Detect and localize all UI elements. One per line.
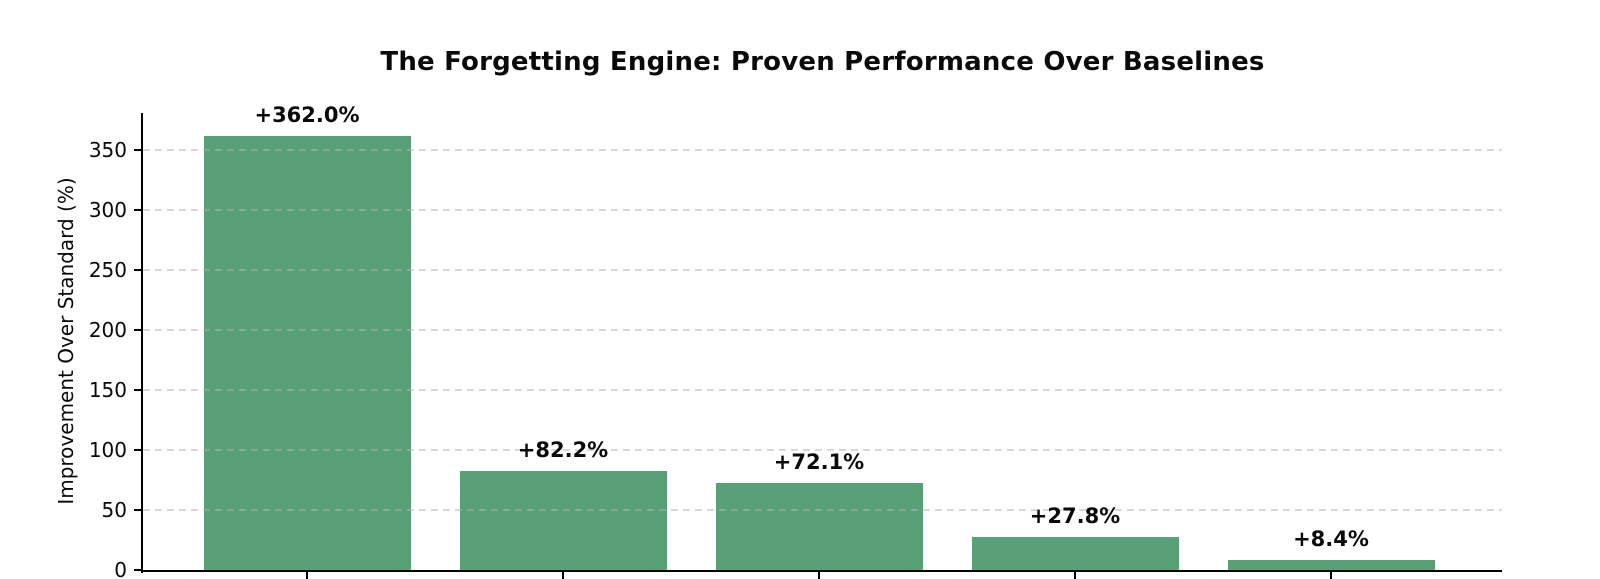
y-axis-tick — [134, 449, 141, 451]
bar-value-label: +362.0% — [254, 102, 360, 127]
bar-+362.0% — [203, 135, 411, 570]
x-axis-tick — [562, 572, 564, 579]
bar-value-label: +8.4% — [1293, 526, 1369, 551]
bar-+72.1% — [715, 483, 923, 570]
y-tick-label: 350 — [88, 138, 127, 162]
x-axis-tick — [306, 572, 308, 579]
gridline-100 — [143, 449, 1502, 451]
x-axis-tick — [1074, 572, 1076, 579]
y-tick-label: 150 — [88, 378, 127, 402]
y-tick-label: 250 — [88, 258, 127, 282]
bar-+8.4% — [1227, 559, 1435, 570]
gridline-150 — [143, 389, 1502, 391]
y-tick-label: 50 — [101, 498, 127, 522]
y-axis-spine — [141, 113, 143, 573]
y-axis-tick — [134, 209, 141, 211]
bar-value-label: +82.2% — [517, 438, 609, 463]
bar-value-label: +27.8% — [1029, 503, 1121, 528]
gridline-200 — [143, 329, 1502, 331]
gridline-350 — [143, 149, 1502, 151]
y-axis-tick — [134, 569, 141, 571]
y-axis-tick — [134, 149, 141, 151]
y-tick-label: 0 — [114, 558, 127, 579]
y-axis-tick — [134, 389, 141, 391]
gridline-300 — [143, 209, 1502, 211]
plot-area: +362.0% +82.2% +72.1% +27.8% +8.4% 0 50 100 150 2… — [89, 103, 1502, 579]
chart-title: The Forgetting Engine: Proven Performanc… — [380, 47, 1265, 77]
gridline-50 — [143, 509, 1502, 511]
y-tick-label: 100 — [88, 438, 127, 462]
gridline-250 — [143, 269, 1502, 271]
bar-+82.2% — [459, 471, 667, 570]
y-tick-label: 300 — [88, 198, 127, 222]
bar-+27.8% — [971, 536, 1179, 570]
x-axis-tick — [818, 572, 820, 579]
y-tick-label: 200 — [88, 318, 127, 342]
x-axis-tick — [1330, 572, 1332, 579]
x-axis-spine — [141, 569, 1502, 572]
bar-value-label: +72.1% — [773, 450, 865, 475]
y-axis-tick — [134, 329, 141, 331]
y-axis-tick — [134, 269, 141, 271]
y-axis-tick — [134, 509, 141, 511]
